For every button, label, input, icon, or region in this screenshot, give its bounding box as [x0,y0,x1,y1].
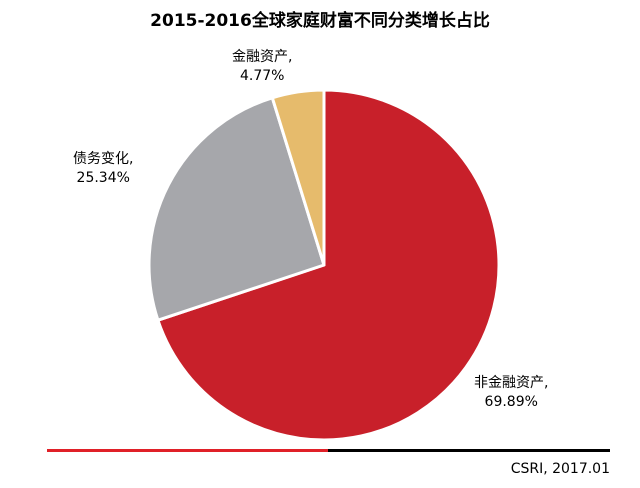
slice-name-financial-assets: 金融资产, [232,49,293,65]
slice-percent-non-financial-assets: 69.89% [484,394,538,410]
slice-label-financial-assets: 金融资产, 4.77% [232,48,292,86]
footer-rule-red [47,449,328,452]
slice-percent-debt-change: 25.34% [76,170,130,186]
footer-rule-black [328,449,610,452]
pie-slice-financial-assets [270,88,326,267]
source-note: CSRI, 2017.01 [510,461,610,477]
slice-name-non-financial-assets: 非金融资产, [474,375,549,391]
chart-title: 2015-2016全球家庭财富不同分类增长占比 [150,11,490,31]
pie-slice-debt-change [147,96,326,322]
slice-name-debt-change: 债务变化, [73,151,134,167]
pie-slice-non-financial-assets [156,88,501,442]
slice-label-non-financial-assets: 非金融资产, 69.89% [474,374,548,412]
slice-percent-financial-assets: 4.77% [239,68,285,84]
slice-label-debt-change: 债务变化, 25.34% [73,150,133,188]
pie-slices [147,88,501,442]
